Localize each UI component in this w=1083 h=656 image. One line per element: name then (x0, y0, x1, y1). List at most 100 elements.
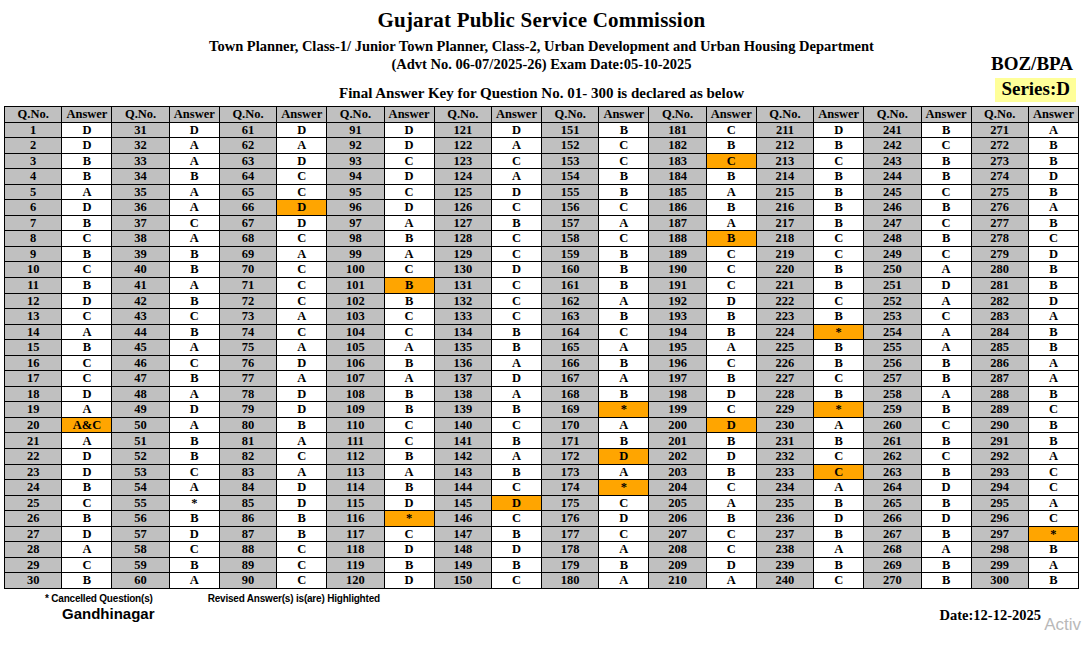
answer-cell: B (921, 402, 971, 418)
answer-cell: C (492, 573, 542, 589)
question-number-cell: 293 (971, 464, 1028, 480)
question-number-cell: 34 (112, 169, 169, 185)
answer-cell: C (492, 417, 542, 433)
question-number-cell: 188 (649, 231, 706, 247)
answer-cell: B (492, 464, 542, 480)
answer-cell: B (814, 215, 864, 231)
answer-cell: D (62, 526, 112, 542)
answer-cell: B (921, 169, 971, 185)
question-number-cell: 74 (219, 324, 276, 340)
table-row: 18D48A78D108B138A168B198D228B258A288B (5, 386, 1079, 402)
question-number-cell: 64 (219, 169, 276, 185)
answer-cell: D (706, 557, 756, 573)
answer-cell: B (62, 511, 112, 527)
answer-cell: B (921, 464, 971, 480)
question-number-cell: 52 (112, 449, 169, 465)
question-number-cell: 19 (5, 402, 62, 418)
answer-cell: D (384, 200, 434, 216)
answer-cell: A (1028, 122, 1078, 138)
question-number-cell: 125 (434, 184, 491, 200)
answer-key-table: Q.No.AnswerQ.No.AnswerQ.No.AnswerQ.No.An… (4, 106, 1079, 589)
question-number-cell: 264 (864, 480, 921, 496)
question-number-cell: 131 (434, 278, 491, 294)
question-number-cell: 160 (541, 262, 598, 278)
answer-cell: B (599, 557, 649, 573)
answer-cell: A (62, 324, 112, 340)
answer-cell: B (277, 417, 327, 433)
question-number-cell: 142 (434, 449, 491, 465)
question-number-cell: 232 (756, 449, 813, 465)
question-number-cell: 17 (5, 371, 62, 387)
answer-cell: A (706, 215, 756, 231)
answer-cell: C (169, 215, 219, 231)
question-number-cell: 247 (864, 215, 921, 231)
answer-cell: A (814, 417, 864, 433)
question-number-cell: 251 (864, 278, 921, 294)
answer-cell: C (169, 542, 219, 558)
question-number-cell: 228 (756, 386, 813, 402)
answer-cell: C (492, 278, 542, 294)
answer-cell: A (169, 417, 219, 433)
table-row: 13C43C73A103C133C163B193B223B253C283A (5, 309, 1079, 325)
question-number-cell: 178 (541, 542, 598, 558)
question-number-cell: 36 (112, 200, 169, 216)
question-number-cell: 185 (649, 184, 706, 200)
answer-cell: B (1028, 386, 1078, 402)
question-number-cell: 249 (864, 246, 921, 262)
question-number-cell: 297 (971, 526, 1028, 542)
answer-cell: C (599, 324, 649, 340)
question-number-cell: 31 (112, 122, 169, 138)
question-number-cell: 173 (541, 464, 598, 480)
answer-cell: B (921, 231, 971, 247)
answer-cell: D (169, 526, 219, 542)
question-number-cell: 237 (756, 526, 813, 542)
answer-cell: B (62, 340, 112, 356)
exam-subtitle: Town Planner, Class-1/ Junior Town Plann… (0, 38, 1083, 55)
question-number-cell: 277 (971, 215, 1028, 231)
answer-cell: B (599, 386, 649, 402)
qno-column-header: Q.No. (434, 107, 491, 123)
question-number-cell: 265 (864, 495, 921, 511)
question-number-cell: 26 (5, 511, 62, 527)
answer-cell: C (921, 184, 971, 200)
answer-cell: B (62, 153, 112, 169)
question-number-cell: 116 (327, 511, 384, 527)
question-number-cell: 284 (971, 324, 1028, 340)
answer-cell: B (814, 495, 864, 511)
question-number-cell: 32 (112, 138, 169, 154)
question-number-cell: 46 (112, 355, 169, 371)
question-number-cell: 260 (864, 417, 921, 433)
answer-cell: A (921, 386, 971, 402)
answer-cell: D (384, 542, 434, 558)
answer-cell: C (62, 262, 112, 278)
question-number-cell: 5 (5, 184, 62, 200)
answer-cell: B (599, 278, 649, 294)
question-number-cell: 263 (864, 464, 921, 480)
question-number-cell: 149 (434, 557, 491, 573)
question-number-cell: 153 (541, 153, 598, 169)
question-number-cell: 102 (327, 293, 384, 309)
question-number-cell: 295 (971, 495, 1028, 511)
answer-cell: A (384, 246, 434, 262)
question-number-cell: 65 (219, 184, 276, 200)
page-header: Gujarat Public Service Commission Town P… (0, 0, 1083, 102)
question-number-cell: 283 (971, 309, 1028, 325)
advt-line: (Advt No. 06-07/2025-26) Exam Date:05-10… (0, 56, 1083, 73)
answer-cell: A (706, 495, 756, 511)
answer-cell: C (384, 184, 434, 200)
question-number-cell: 30 (5, 573, 62, 589)
question-number-cell: 66 (219, 200, 276, 216)
answer-cell: A (277, 464, 327, 480)
answer-cell: C (599, 231, 649, 247)
table-row: 22D52B82C112B142A172D202D232C262C292A (5, 449, 1079, 465)
answer-cell: C (706, 526, 756, 542)
answer-cell: B (492, 215, 542, 231)
answer-cell: C (169, 355, 219, 371)
table-row: 17C47B77A107A137D167A197B227C257B287A (5, 371, 1079, 387)
answer-cell: B (706, 433, 756, 449)
question-number-cell: 198 (649, 386, 706, 402)
question-number-cell: 289 (971, 402, 1028, 418)
table-row: 26B56B86B116*146C176D206B236D266D296C (5, 511, 1079, 527)
answer-cell: A (169, 138, 219, 154)
question-number-cell: 212 (756, 138, 813, 154)
